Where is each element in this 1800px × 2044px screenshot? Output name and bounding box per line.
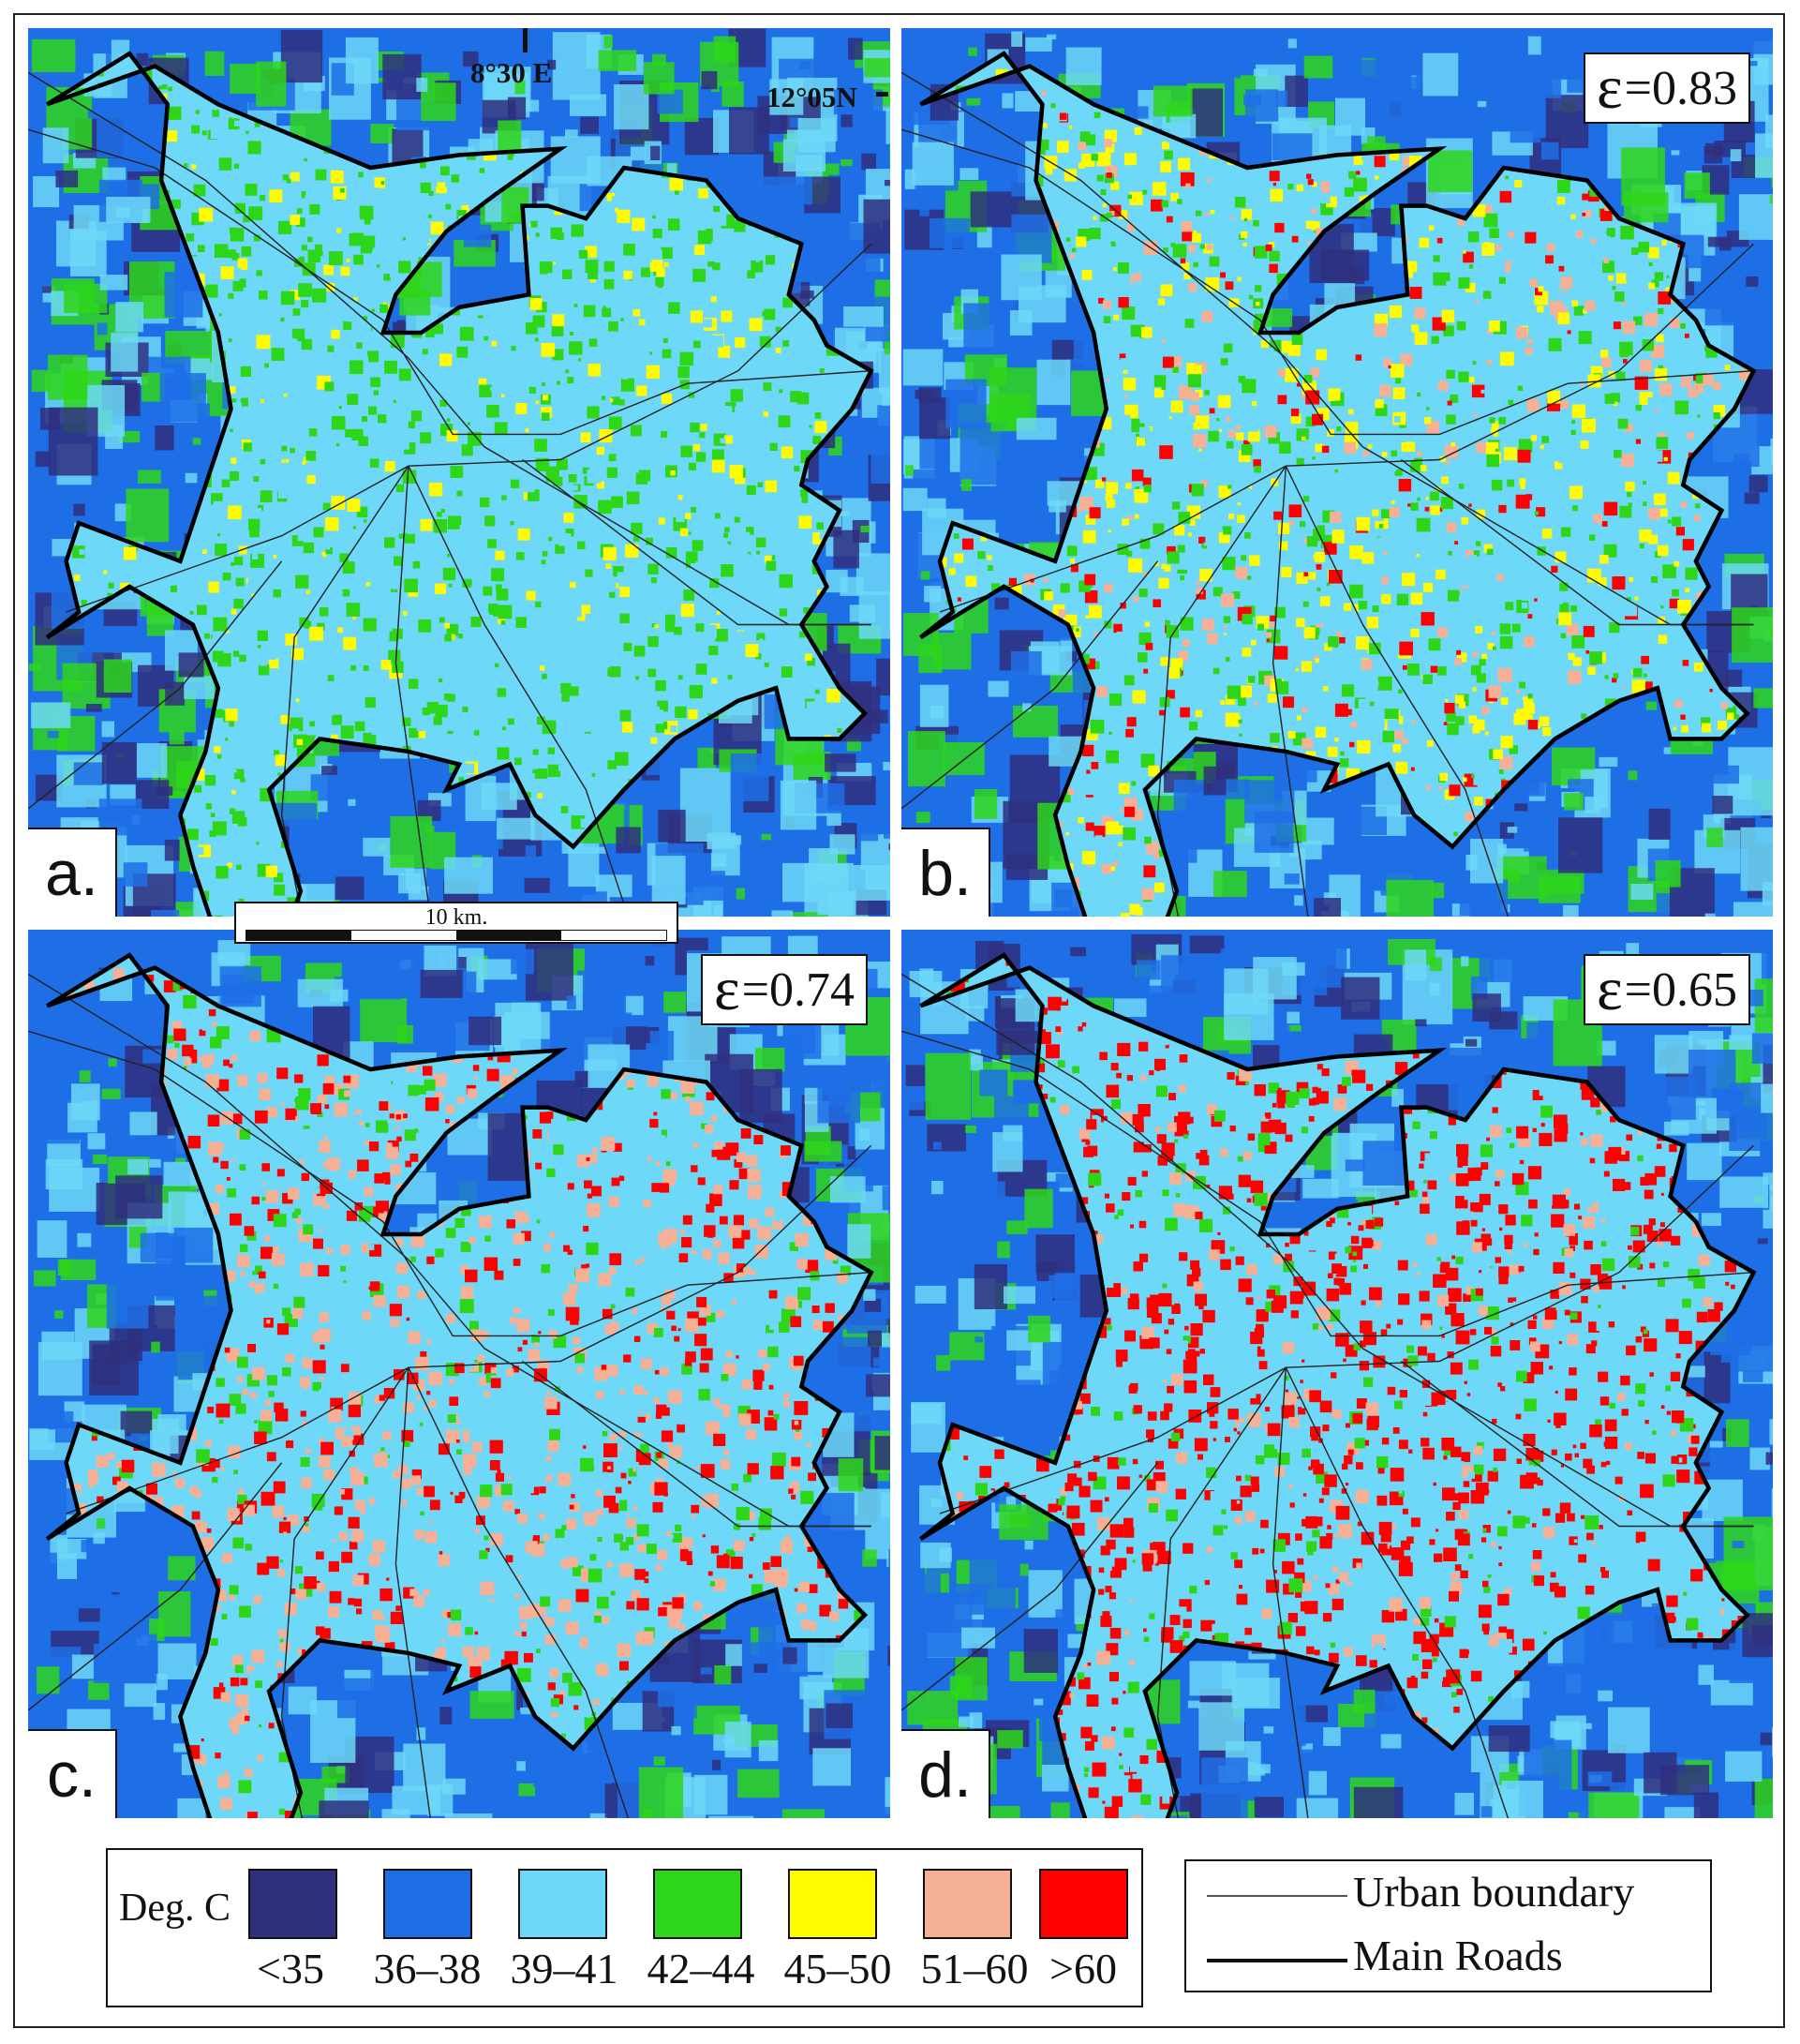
legend-swatch-45-50 [788,1869,877,1939]
urban-boundary-line-sample [1207,1895,1347,1897]
map-panel-c: ε =0.74 c. [28,930,890,1818]
longitude-tick [523,28,528,52]
lst-map-a [28,28,890,917]
scale-bar-graphic [245,930,667,941]
panel-label-d: d. [901,1729,990,1818]
map-panel-b: ε =0.83 b. [901,28,1773,917]
panel-label-a: a. [28,828,117,917]
legend-swatch-39-41 [518,1869,607,1939]
longitude-label: 8°30 E [470,56,553,89]
epsilon-symbol: ε [1596,955,1623,1023]
latitude-tick [876,92,888,97]
main-roads [901,973,1754,1818]
legend-label-39-41: 39–41 [510,1945,618,1992]
temperature-legend: Deg. C <35 36–38 39–41 42–44 45–50 51–60… [106,1848,1143,2007]
lst-map-b [901,28,1773,917]
legend-swatch-51-60 [923,1869,1012,1939]
epsilon-symbol: ε [713,955,740,1023]
main-roads-line-sample [1207,1959,1347,1962]
emissivity-box-b: ε =0.83 [1583,52,1750,124]
legend-label-45-50: 45–50 [783,1945,892,1992]
legend-title: Deg. C [119,1887,231,1930]
legend-label-36-38: 36–38 [373,1945,482,1992]
scale-bar: 10 km. [234,902,678,944]
emissivity-value-c: =0.74 [741,962,855,1017]
legend-label-51-60: 51–60 [920,1945,1029,1992]
urban-boundary [919,51,1757,917]
legend-label-gt60: >60 [1049,1945,1117,1992]
legend-swatch-gt60 [1039,1869,1128,1939]
legend-swatch-lt35 [248,1869,337,1939]
legend-label-42-44: 42–44 [647,1945,755,1992]
legend-label-lt35: <35 [257,1945,324,1992]
urban-boundary [919,952,1757,1818]
panel-label-b: b. [901,828,990,917]
emissivity-box-c: ε =0.74 [700,954,868,1025]
figure-frame [13,13,1785,2028]
latitude-label: 12°05N [766,81,857,113]
map-panel-a: a. [28,28,890,917]
emissivity-value-b: =0.83 [1624,61,1737,115]
lst-map-c [28,930,890,1818]
lst-map-d [901,930,1773,1818]
panel-label-c: c. [28,1729,117,1818]
emissivity-value-d: =0.65 [1624,962,1737,1017]
urban-boundary-label: Urban boundary [1353,1868,1635,1916]
main-roads-label: Main Roads [1353,1932,1563,1979]
map-panel-d: ε =0.65 d. [901,930,1773,1818]
urban-boundary [45,51,874,917]
main-roads [28,71,872,917]
legend-swatch-42-44 [653,1869,742,1939]
line-legend: Urban boundary Main Roads [1184,1859,1712,1992]
urban-boundary [45,952,874,1818]
epsilon-symbol: ε [1596,53,1623,122]
legend-swatch-36-38 [383,1869,472,1939]
scale-bar-label: 10 km. [424,905,488,930]
emissivity-box-d: ε =0.65 [1583,954,1750,1025]
